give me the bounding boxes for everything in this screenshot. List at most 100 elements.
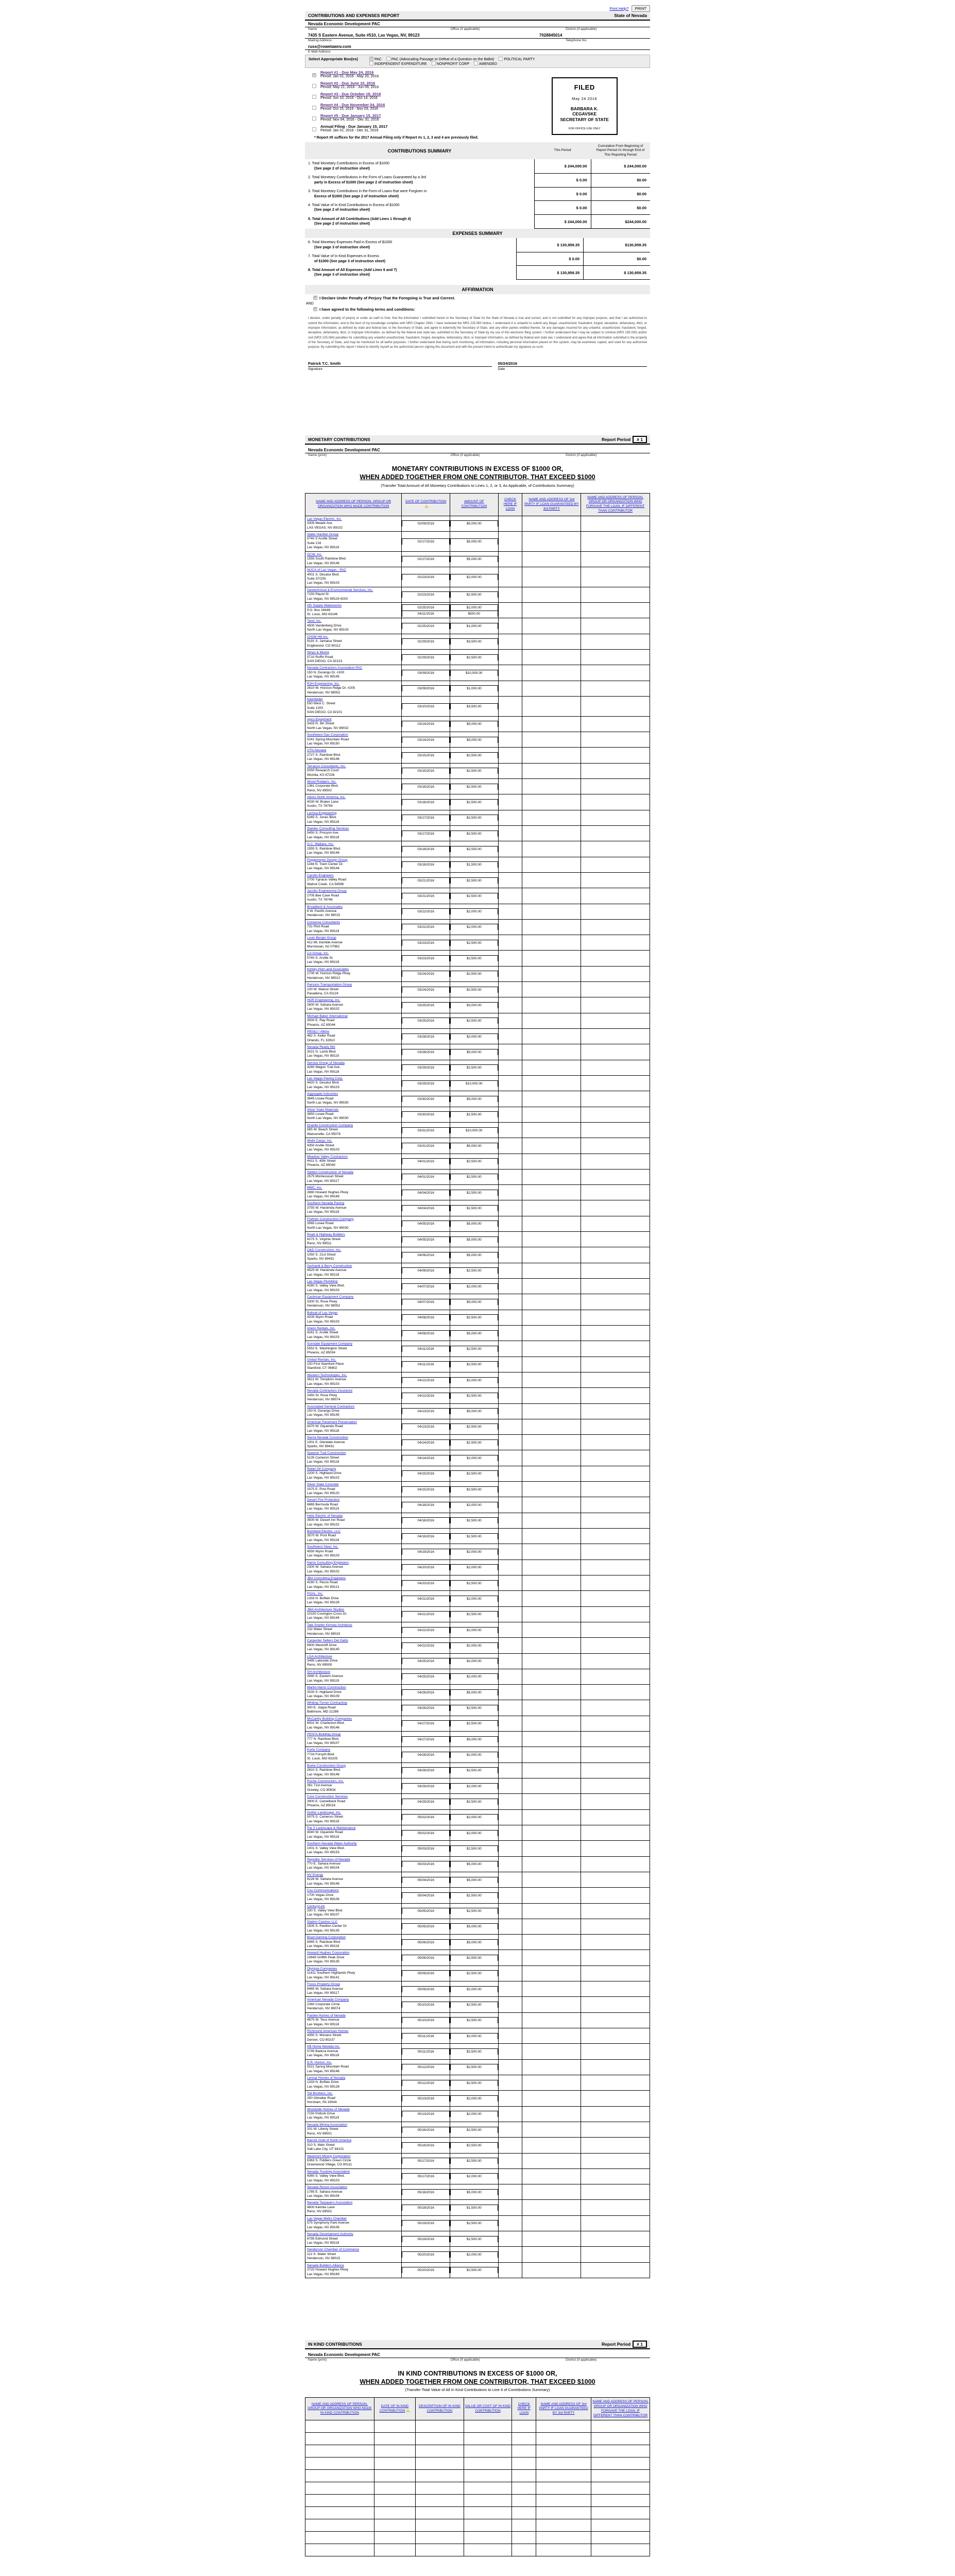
contributor-name-link-76[interactable]: Whiting-Turner Contracting: [307, 1701, 347, 1705]
select-option-5[interactable]: AMENDED: [474, 61, 497, 66]
contributor-name-link-102[interactable]: Woodside Homes of Nevada: [307, 2107, 350, 2111]
loan-checkbox-cell-100[interactable]: [498, 2074, 523, 2091]
contributor-name-link-64[interactable]: Helix Electric of Nevada: [307, 1514, 343, 1518]
report-row-4[interactable]: Report #4 - Due November 04, 2016 Period:…: [312, 103, 519, 111]
contributor-name-link-91[interactable]: Boyd Gaming Corporation: [307, 1936, 346, 1940]
contributor-name-link-61[interactable]: Rebel Oil Company: [307, 1467, 336, 1471]
loan-checkbox-cell-4[interactable]: [498, 567, 523, 587]
ikc-empty-cell-1-2[interactable]: [373, 2420, 416, 2433]
contributor-name-link-58[interactable]: American Pavement Preservation: [307, 1420, 357, 1424]
ikc-empty-cell-6-2[interactable]: [373, 2482, 416, 2495]
loan-checkbox-cell-78[interactable]: [498, 1731, 523, 1748]
contributor-name-link-106[interactable]: Nevada Trucking Association: [307, 2170, 350, 2174]
contributor-name-link-66[interactable]: Southwest Steel, Inc.: [307, 1545, 339, 1549]
contributor-name-link-21[interactable]: G.C. Wallace, Inc.: [307, 842, 334, 846]
loan-checkbox-cell-28[interactable]: [498, 950, 523, 967]
select-option-1[interactable]: PAC (Advocating Passage or Defeat of a Q…: [386, 57, 494, 61]
ikc-empty-cell-2-6[interactable]: [536, 2432, 592, 2446]
ikc-empty-cell-10-3[interactable]: [415, 2531, 464, 2545]
ikc-empty-cell-10-1[interactable]: [305, 2531, 374, 2545]
contributor-name-link-34[interactable]: Nevada Ready Mix: [307, 1045, 335, 1049]
report-row-6[interactable]: Annual Filing - Due January 15, 2017 Peri…: [312, 124, 519, 132]
loan-checkbox-cell-14[interactable]: [498, 732, 523, 748]
ikc-empty-cell-8-7[interactable]: [591, 2506, 650, 2520]
loan-checkbox-cell-6[interactable]: [498, 602, 523, 619]
ikc-col-5[interactable]: CHECK HERE IF LOAN: [511, 2397, 537, 2421]
ikc-empty-cell-9-7[interactable]: [591, 2519, 650, 2532]
loan-checkbox-cell-76[interactable]: [498, 1700, 523, 1716]
contributor-name-link-17[interactable]: Wood Rodgers, Inc.: [307, 780, 337, 784]
loan-checkbox-cell-57[interactable]: [498, 1403, 523, 1419]
loan-checkbox-cell-3[interactable]: [498, 551, 523, 568]
contributor-name-link-41[interactable]: Meadow Valley Contractors: [307, 1155, 348, 1159]
contributor-name-link-84[interactable]: Par 3 Landscape & Maintenance: [307, 1826, 356, 1830]
contributor-name-link-22[interactable]: Poggemeyer Design Group: [307, 858, 348, 862]
contributor-name-link-70[interactable]: JMA Architecture Studios: [307, 1607, 345, 1612]
loan-checkbox-cell-104[interactable]: [498, 2137, 523, 2154]
contributor-name-link-88[interactable]: Cox Communications: [307, 1889, 339, 1893]
contributor-name-link-90[interactable]: Station Casinos LLC: [307, 1920, 338, 1924]
mc-col-5[interactable]: NAME AND ADDRESS OF 3rd PARTY IF LOAN GU…: [522, 493, 582, 516]
loan-checkbox-cell-92[interactable]: [498, 1950, 523, 1966]
loan-checkbox-cell-70[interactable]: [498, 1606, 523, 1622]
ikc-empty-cell-4-1[interactable]: [305, 2457, 374, 2470]
ikc-empty-cell-1-3[interactable]: [415, 2420, 464, 2433]
contributor-name-link-59[interactable]: Sierra Nevada Construction: [307, 1436, 348, 1440]
loan-checkbox-cell-89[interactable]: [498, 1903, 523, 1919]
loan-checkbox-cell-85[interactable]: [498, 1840, 523, 1857]
contributor-name-link-24[interactable]: Jacobs Engineering Group: [307, 889, 347, 893]
ikc-empty-cell-1-7[interactable]: [591, 2420, 650, 2433]
select-option-checkbox-5[interactable]: [474, 61, 478, 65]
contributor-name-link-42[interactable]: Sletten Construction of Nevada: [307, 1170, 353, 1174]
contributor-name-link-31[interactable]: HDR Engineering, Inc.: [307, 998, 340, 1003]
loan-checkbox-cell-30[interactable]: [498, 981, 523, 998]
contributor-name-link-19[interactable]: Lochsa Engineering: [307, 811, 337, 815]
contributor-name-link-82[interactable]: Core Construction Services: [307, 1795, 348, 1799]
loan-checkbox-cell-41[interactable]: [498, 1153, 523, 1170]
report-link-3[interactable]: Report #3 - Due October 18, 2016: [320, 92, 381, 96]
select-option-checkbox-0[interactable]: [369, 56, 373, 61]
ikc-empty-cell-11-1[interactable]: [305, 2544, 374, 2557]
contributor-name-link-38[interactable]: Silver State Materials: [307, 1108, 339, 1112]
contributor-name-link-95[interactable]: American Nevada Company: [307, 1998, 349, 2002]
contributor-name-link-39[interactable]: Granite Construction Company: [307, 1123, 353, 1127]
ikc-empty-cell-10-5[interactable]: [511, 2531, 537, 2545]
loan-checkbox-cell-25[interactable]: [498, 903, 523, 920]
loan-checkbox-cell-46[interactable]: [498, 1231, 523, 1248]
ikc-empty-cell-6-6[interactable]: [536, 2482, 592, 2495]
report-checkbox-3[interactable]: [312, 95, 316, 99]
ikc-empty-cell-4-7[interactable]: [591, 2457, 650, 2470]
contributor-name-link-112[interactable]: Nevada Builders Alliance: [307, 2263, 344, 2267]
contributor-name-link-62[interactable]: Silver State Concrete: [307, 1483, 339, 1487]
loan-checkbox-cell-47[interactable]: [498, 1247, 523, 1263]
contributor-name-link-103[interactable]: Nevada Mining Association: [307, 2123, 348, 2127]
ikc-empty-cell-2-4[interactable]: [463, 2432, 513, 2446]
loan-checkbox-cell-102[interactable]: [498, 2106, 523, 2122]
print-button[interactable]: PRINT: [631, 5, 650, 12]
loan-checkbox-cell-90[interactable]: [498, 1918, 523, 1935]
contributor-name-link-16[interactable]: Terracon Consultants, Inc.: [307, 764, 346, 768]
contributor-name-link-15[interactable]: VTN Nevada: [307, 749, 327, 753]
contributor-name-link-49[interactable]: Las Vegas Plumbing: [307, 1280, 338, 1284]
loan-checkbox-cell-11[interactable]: [498, 680, 523, 697]
contributor-name-link-89[interactable]: CenturyLink: [307, 1904, 325, 1908]
contributor-name-link-101[interactable]: Toll Brothers, Inc.: [307, 2092, 333, 2096]
contributor-name-link-104[interactable]: Barrick Gold of North America: [307, 2139, 351, 2143]
loan-checkbox-cell-83[interactable]: [498, 1809, 523, 1825]
loan-checkbox-cell-10[interactable]: [498, 665, 523, 681]
contributor-name-link-108[interactable]: Nevada Taxpayers Association: [307, 2201, 353, 2205]
loan-checkbox-cell-111[interactable]: [498, 2246, 523, 2263]
loan-checkbox-cell-67[interactable]: [498, 1559, 523, 1575]
contributor-name-link-3[interactable]: GCW, Inc.: [307, 552, 322, 556]
contributor-name-link-29[interactable]: Kimley-Horn and Associates: [307, 967, 349, 971]
loan-checkbox-cell-72[interactable]: [498, 1637, 523, 1654]
loan-checkbox-cell-51[interactable]: [498, 1309, 523, 1326]
loan-checkbox-cell-23[interactable]: [498, 872, 523, 889]
ikc-empty-cell-2-7[interactable]: [591, 2432, 650, 2446]
contributor-name-link-83[interactable]: Gothic Landscape, Inc.: [307, 1810, 342, 1815]
select-option-checkbox-4[interactable]: [431, 61, 436, 65]
ikc-empty-cell-4-2[interactable]: [373, 2457, 416, 2470]
contributor-name-link-92[interactable]: Howard Hughes Corporation: [307, 1951, 350, 1955]
ikc-col-4[interactable]: VALUE OR COST OF IN KIND CONTRIBUTION: [463, 2397, 513, 2421]
contributor-name-link-93[interactable]: Olympia Companies: [307, 1967, 337, 1971]
